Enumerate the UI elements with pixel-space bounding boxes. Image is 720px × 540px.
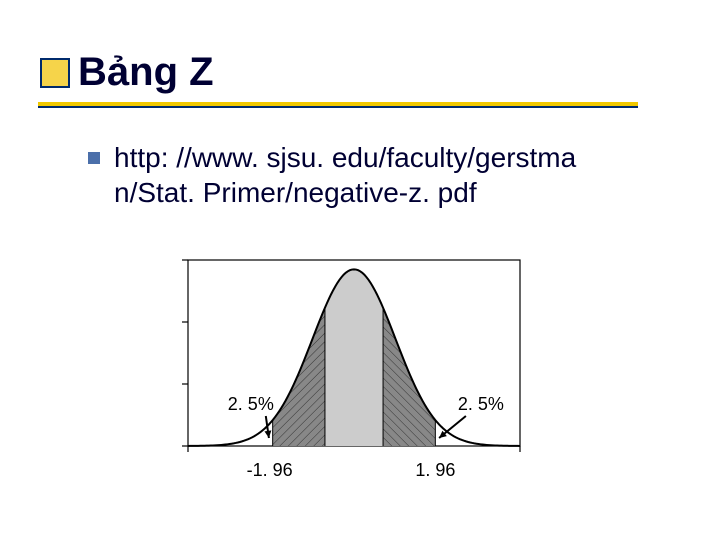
bullet-square-icon (88, 152, 100, 164)
right-axis-label: 1. 96 (415, 460, 455, 481)
bullet-item: http: //www. sjsu. edu/faculty/gerstma n… (88, 140, 576, 210)
bullet-text: http: //www. sjsu. edu/faculty/gerstma n… (114, 140, 576, 210)
title-underline (38, 102, 638, 106)
left-tail-label: 2. 5% (228, 394, 274, 415)
left-axis-label: -1. 96 (247, 460, 293, 481)
slide-title-block: Bảng Z (40, 50, 214, 95)
normal-distribution-chart: 2. 5% 2. 5% -1. 96 1. 96 (170, 250, 530, 510)
right-tail-label: 2. 5% (458, 394, 504, 415)
title-bullet-square (40, 58, 70, 88)
chart-svg (170, 250, 530, 460)
slide-title: Bảng Z (78, 50, 214, 95)
